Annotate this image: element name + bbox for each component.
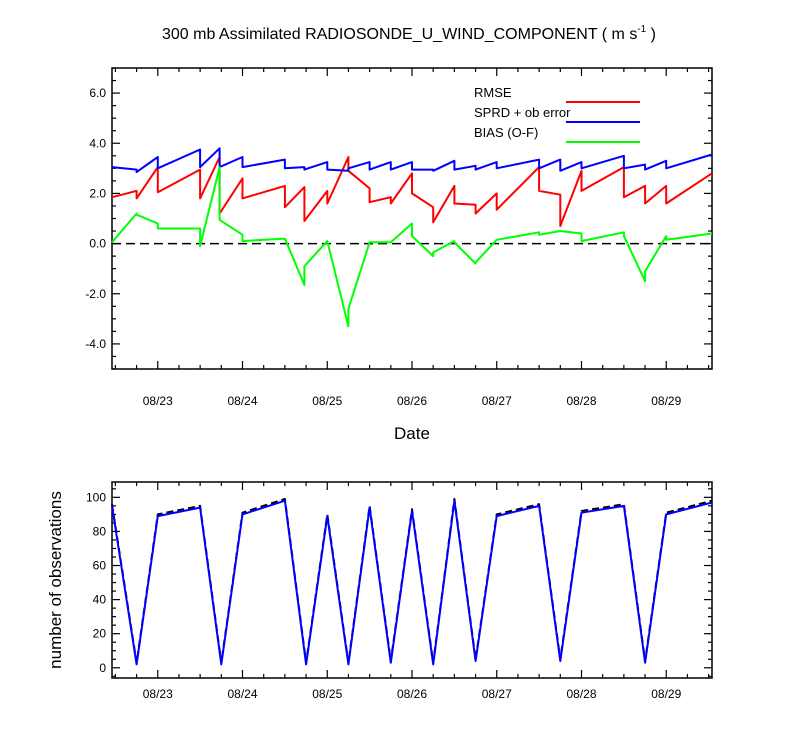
y-tick-label: 20 bbox=[93, 627, 107, 641]
bottom-x-tick-labels: 08/23 08/24 08/25 08/26 08/27 08/28 08/29 bbox=[143, 687, 682, 701]
y-tick-label: 60 bbox=[93, 559, 107, 573]
y-tick-label: -4.0 bbox=[85, 337, 106, 351]
title-unit-exponent: -1 bbox=[637, 24, 646, 35]
top-axis-ticks bbox=[112, 67, 712, 370]
y-tick-label: 100 bbox=[86, 490, 106, 504]
y-tick-label: -2.0 bbox=[85, 287, 106, 301]
x-tick-label: 08/29 bbox=[651, 394, 681, 408]
y-tick-label: 4.0 bbox=[89, 136, 106, 150]
bottom-series-group bbox=[111, 498, 713, 666]
x-tick-label: 08/24 bbox=[227, 394, 257, 408]
y-tick-label: 80 bbox=[93, 524, 107, 538]
series-line-observations-assimilated bbox=[111, 499, 713, 666]
x-tick-label: 08/27 bbox=[482, 687, 512, 701]
legend-label-sprd-ob-error: SPRD + ob error bbox=[474, 105, 571, 120]
x-tick-label: 08/24 bbox=[227, 687, 257, 701]
bottom-y-tick-labels: 0 20 40 60 80 100 bbox=[86, 490, 106, 674]
top-y-tick-labels: -4.0 -2.0 0.0 2.0 4.0 6.0 bbox=[85, 86, 106, 351]
bottom-axis-ticks bbox=[112, 482, 712, 678]
top-panel: -4.0-2.00.02.04.06.0 08/23 08/24 08/25 08/2… bbox=[85, 67, 713, 443]
x-tick-label: 08/25 bbox=[312, 687, 342, 701]
x-tick-label: 08/23 bbox=[143, 394, 173, 408]
series-line-sprd-ob-error bbox=[111, 147, 713, 174]
legend-label-bias-o-f: BIAS (O-F) bbox=[474, 125, 538, 140]
x-tick-label: 08/27 bbox=[482, 394, 512, 408]
y-tick-label: 6.0 bbox=[89, 86, 106, 100]
top-series-group bbox=[111, 147, 713, 328]
x-tick-label: 08/28 bbox=[566, 394, 596, 408]
legend: RMSE SPRD + ob error BIAS (O-F) bbox=[474, 85, 640, 143]
y-tick-label: 0 bbox=[99, 661, 106, 675]
x-tick-label: 08/25 bbox=[312, 394, 342, 408]
chart-title: 300 mb Assimilated RADIOSONDE_U_WIND_COM… bbox=[162, 24, 656, 43]
title-main: 300 mb Assimilated RADIOSONDE_U_WIND_COM… bbox=[162, 26, 637, 43]
y-axis-title-observations: number of observations bbox=[46, 491, 65, 669]
x-axis-title: Date bbox=[394, 424, 430, 443]
y-tick-label: 0.0 bbox=[89, 237, 106, 251]
title-close: ) bbox=[646, 26, 656, 43]
top-plot-frame bbox=[111, 67, 713, 370]
x-tick-label: 08/28 bbox=[566, 687, 596, 701]
legend-label-rmse: RMSE bbox=[474, 85, 512, 100]
y-tick-label: 40 bbox=[93, 593, 107, 607]
x-tick-label: 08/26 bbox=[397, 687, 427, 701]
x-tick-label: 08/23 bbox=[143, 687, 173, 701]
y-tick-label: 2.0 bbox=[89, 186, 106, 200]
x-tick-label: 08/26 bbox=[397, 394, 427, 408]
top-x-tick-labels: 08/23 08/24 08/25 08/26 08/27 08/28 08/29 bbox=[143, 394, 682, 408]
series-line-bias-o-f bbox=[111, 166, 713, 328]
x-tick-label: 08/29 bbox=[651, 687, 681, 701]
